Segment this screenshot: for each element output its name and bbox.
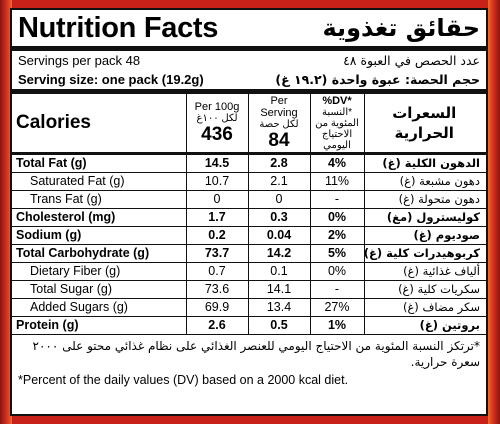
calories-label-arabic: السعرات الحرارية bbox=[363, 94, 486, 155]
nutrient-name: Cholesterol (mg) bbox=[12, 208, 186, 227]
value-per-serving: 14.2 bbox=[247, 244, 310, 263]
table-row: Sodium (g) 0.2 0.04 2% صوديوم (غ) bbox=[12, 226, 486, 245]
table-header-row: Calories Per 100g لكل ١٠٠غ 436 Per Servi… bbox=[12, 94, 486, 155]
value-per-serving: 0.3 bbox=[247, 208, 310, 227]
servings-arabic: عدد الحصص في العبوة ٤٨ bbox=[343, 53, 480, 68]
per-100g-column-header: Per 100g لكل ١٠٠غ 436 bbox=[185, 94, 248, 155]
dv-label-arabic: *النسبة المئوية من الاحتياج اليومي bbox=[315, 107, 359, 151]
value-per-serving: 2.1 bbox=[247, 172, 310, 191]
nutrient-name-arabic: دهون مشبعة (غ) bbox=[363, 172, 486, 191]
per-serving-column-header: Per Serving لكل حصة 84 bbox=[247, 94, 310, 155]
daily-value-percent: - bbox=[309, 280, 364, 299]
value-per-100g: 1.7 bbox=[185, 208, 248, 227]
title-english: Nutrition Facts bbox=[18, 11, 219, 44]
dv-label: %DV* bbox=[322, 95, 352, 107]
nutrient-name-arabic: كربوهيدرات كلية (غ) bbox=[363, 244, 486, 263]
nutrient-name-arabic: دهون متحولة (غ) bbox=[363, 190, 486, 209]
daily-value-percent: 27% bbox=[309, 298, 364, 317]
value-per-serving: 0.04 bbox=[247, 226, 310, 245]
daily-value-percent: 2% bbox=[309, 226, 364, 245]
per-100g-label-arabic: لكل ١٠٠غ bbox=[196, 113, 238, 124]
title-arabic: حقائق تغذوية bbox=[322, 14, 481, 42]
nutrient-name: Sodium (g) bbox=[12, 226, 186, 245]
value-per-serving: 13.4 bbox=[247, 298, 310, 317]
table-row: Cholesterol (mg) 1.7 0.3 0% كوليسترول (مغ) bbox=[12, 208, 486, 227]
nutrient-name-arabic: صوديوم (غ) bbox=[363, 226, 486, 245]
nutrition-panel: Nutrition Facts حقائق تغذوية Servings pe… bbox=[10, 8, 488, 416]
value-per-serving: 0 bbox=[247, 190, 310, 209]
nutrient-name: Total Carbohydrate (g) bbox=[12, 244, 186, 263]
daily-value-column-header: %DV* *النسبة المئوية من الاحتياج اليومي bbox=[309, 94, 364, 155]
nutrient-name: Dietary Fiber (g) bbox=[12, 262, 186, 281]
package-edge-left bbox=[0, 0, 12, 424]
daily-value-percent: 1% bbox=[309, 316, 364, 335]
calories-label: Calories bbox=[12, 94, 186, 155]
value-per-100g: 0.2 bbox=[185, 226, 248, 245]
nutrient-name-arabic: سكر مضاف (غ) bbox=[363, 298, 486, 317]
title-row: Nutrition Facts حقائق تغذوية bbox=[12, 10, 486, 51]
package-edge-right bbox=[488, 0, 500, 424]
footnote-english: *Percent of the daily values (DV) based … bbox=[18, 373, 349, 387]
serving-size-row: Serving size: one pack (19.2g) حجم الحصة… bbox=[12, 70, 486, 94]
nutrient-name: Saturated Fat (g) bbox=[12, 172, 186, 191]
servings-english: Servings per pack 48 bbox=[18, 53, 141, 68]
value-per-100g: 10.7 bbox=[185, 172, 248, 191]
nutrient-name: Total Sugar (g) bbox=[12, 280, 186, 299]
table-row: Trans Fat (g) 0 0- دهون متحولة (غ) bbox=[12, 190, 486, 209]
value-per-100g: 73.7 bbox=[185, 244, 248, 263]
daily-value-percent: 0% bbox=[309, 262, 364, 281]
nutrient-name: Trans Fat (g) bbox=[12, 190, 186, 209]
table-row: Protein (g) 2.6 0.5 1% بروتين (غ) bbox=[12, 316, 486, 335]
per-serving-label: Per Serving bbox=[260, 95, 298, 119]
table-row: Total Sugar (g) 73.6 14.1- سكريات كلية (غ) bbox=[12, 280, 486, 299]
daily-value-percent: 4% bbox=[309, 153, 364, 173]
servings-row: Servings per pack 48 عدد الحصص في العبوة… bbox=[12, 51, 486, 70]
value-per-serving: 0.5 bbox=[247, 316, 310, 335]
table-row: Total Carbohydrate (g) 73.7 14.2 5% كربوهيدر… bbox=[12, 244, 486, 263]
nutrient-name: Added Sugars (g) bbox=[12, 298, 186, 317]
value-per-100g: 73.6 bbox=[185, 280, 248, 299]
daily-value-percent: 0% bbox=[309, 208, 364, 227]
value-per-100g: 69.9 bbox=[185, 298, 248, 317]
value-per-100g: 14.5 bbox=[185, 153, 248, 173]
value-per-100g: 0.7 bbox=[185, 262, 248, 281]
daily-value-percent: 5% bbox=[309, 244, 364, 263]
nutrient-name-arabic: بروتين (غ) bbox=[363, 316, 486, 335]
value-per-100g: 0 bbox=[185, 190, 248, 209]
per-serving-label-arabic: لكل حصة bbox=[259, 119, 299, 130]
nutrient-name: Total Fat (g) bbox=[12, 153, 186, 173]
table-row: Total Fat (g) 14.5 2.8 4% الدهون الكلية (غ) bbox=[12, 153, 486, 173]
per-100g-label: Per 100g bbox=[194, 101, 240, 113]
value-per-serving: 0.1 bbox=[247, 262, 310, 281]
footnote-arabic: *ترتكز النسبة المئوية من الاحتياج اليومي… bbox=[32, 339, 480, 369]
value-per-serving: 14.1 bbox=[247, 280, 310, 299]
table-row: Added Sugars (g) 69.9 13.4 27% سكر مضاف (غ) bbox=[12, 298, 486, 317]
nutrient-name-arabic: الدهون الكلية (غ) bbox=[363, 153, 486, 173]
nutrient-name-arabic: سكريات كلية (غ) bbox=[363, 280, 486, 299]
calories-per-100g: 436 bbox=[201, 124, 233, 145]
daily-value-percent: - bbox=[309, 190, 364, 209]
serving-size-english: Serving size: one pack (19.2g) bbox=[18, 72, 204, 87]
table-row: Saturated Fat (g) 10.7 2.1 11% دهون مشبعة (غ… bbox=[12, 172, 486, 191]
nutrient-name-arabic: ألياف غذائية (غ) bbox=[363, 262, 486, 281]
nutrients-table: Calories Per 100g لكل ١٠٠غ 436 Per Servi… bbox=[12, 94, 486, 335]
table-row: Dietary Fiber (g) 0.7 0.1 0% ألياف غذائية (غ… bbox=[12, 262, 486, 281]
nutrient-name: Protein (g) bbox=[12, 316, 186, 335]
value-per-serving: 2.8 bbox=[247, 153, 310, 173]
nutrient-name-arabic: كوليسترول (مغ) bbox=[363, 208, 486, 227]
serving-size-arabic: حجم الحصة: عبوة واحدة (١٩.٢ غ) bbox=[275, 72, 480, 87]
value-per-100g: 2.6 bbox=[185, 316, 248, 335]
nutrient-rows: Total Fat (g) 14.5 2.8 4% الدهون الكلية (غ) S… bbox=[12, 153, 486, 335]
daily-value-percent: 11% bbox=[309, 172, 364, 191]
calories-per-serving: 84 bbox=[268, 130, 290, 151]
